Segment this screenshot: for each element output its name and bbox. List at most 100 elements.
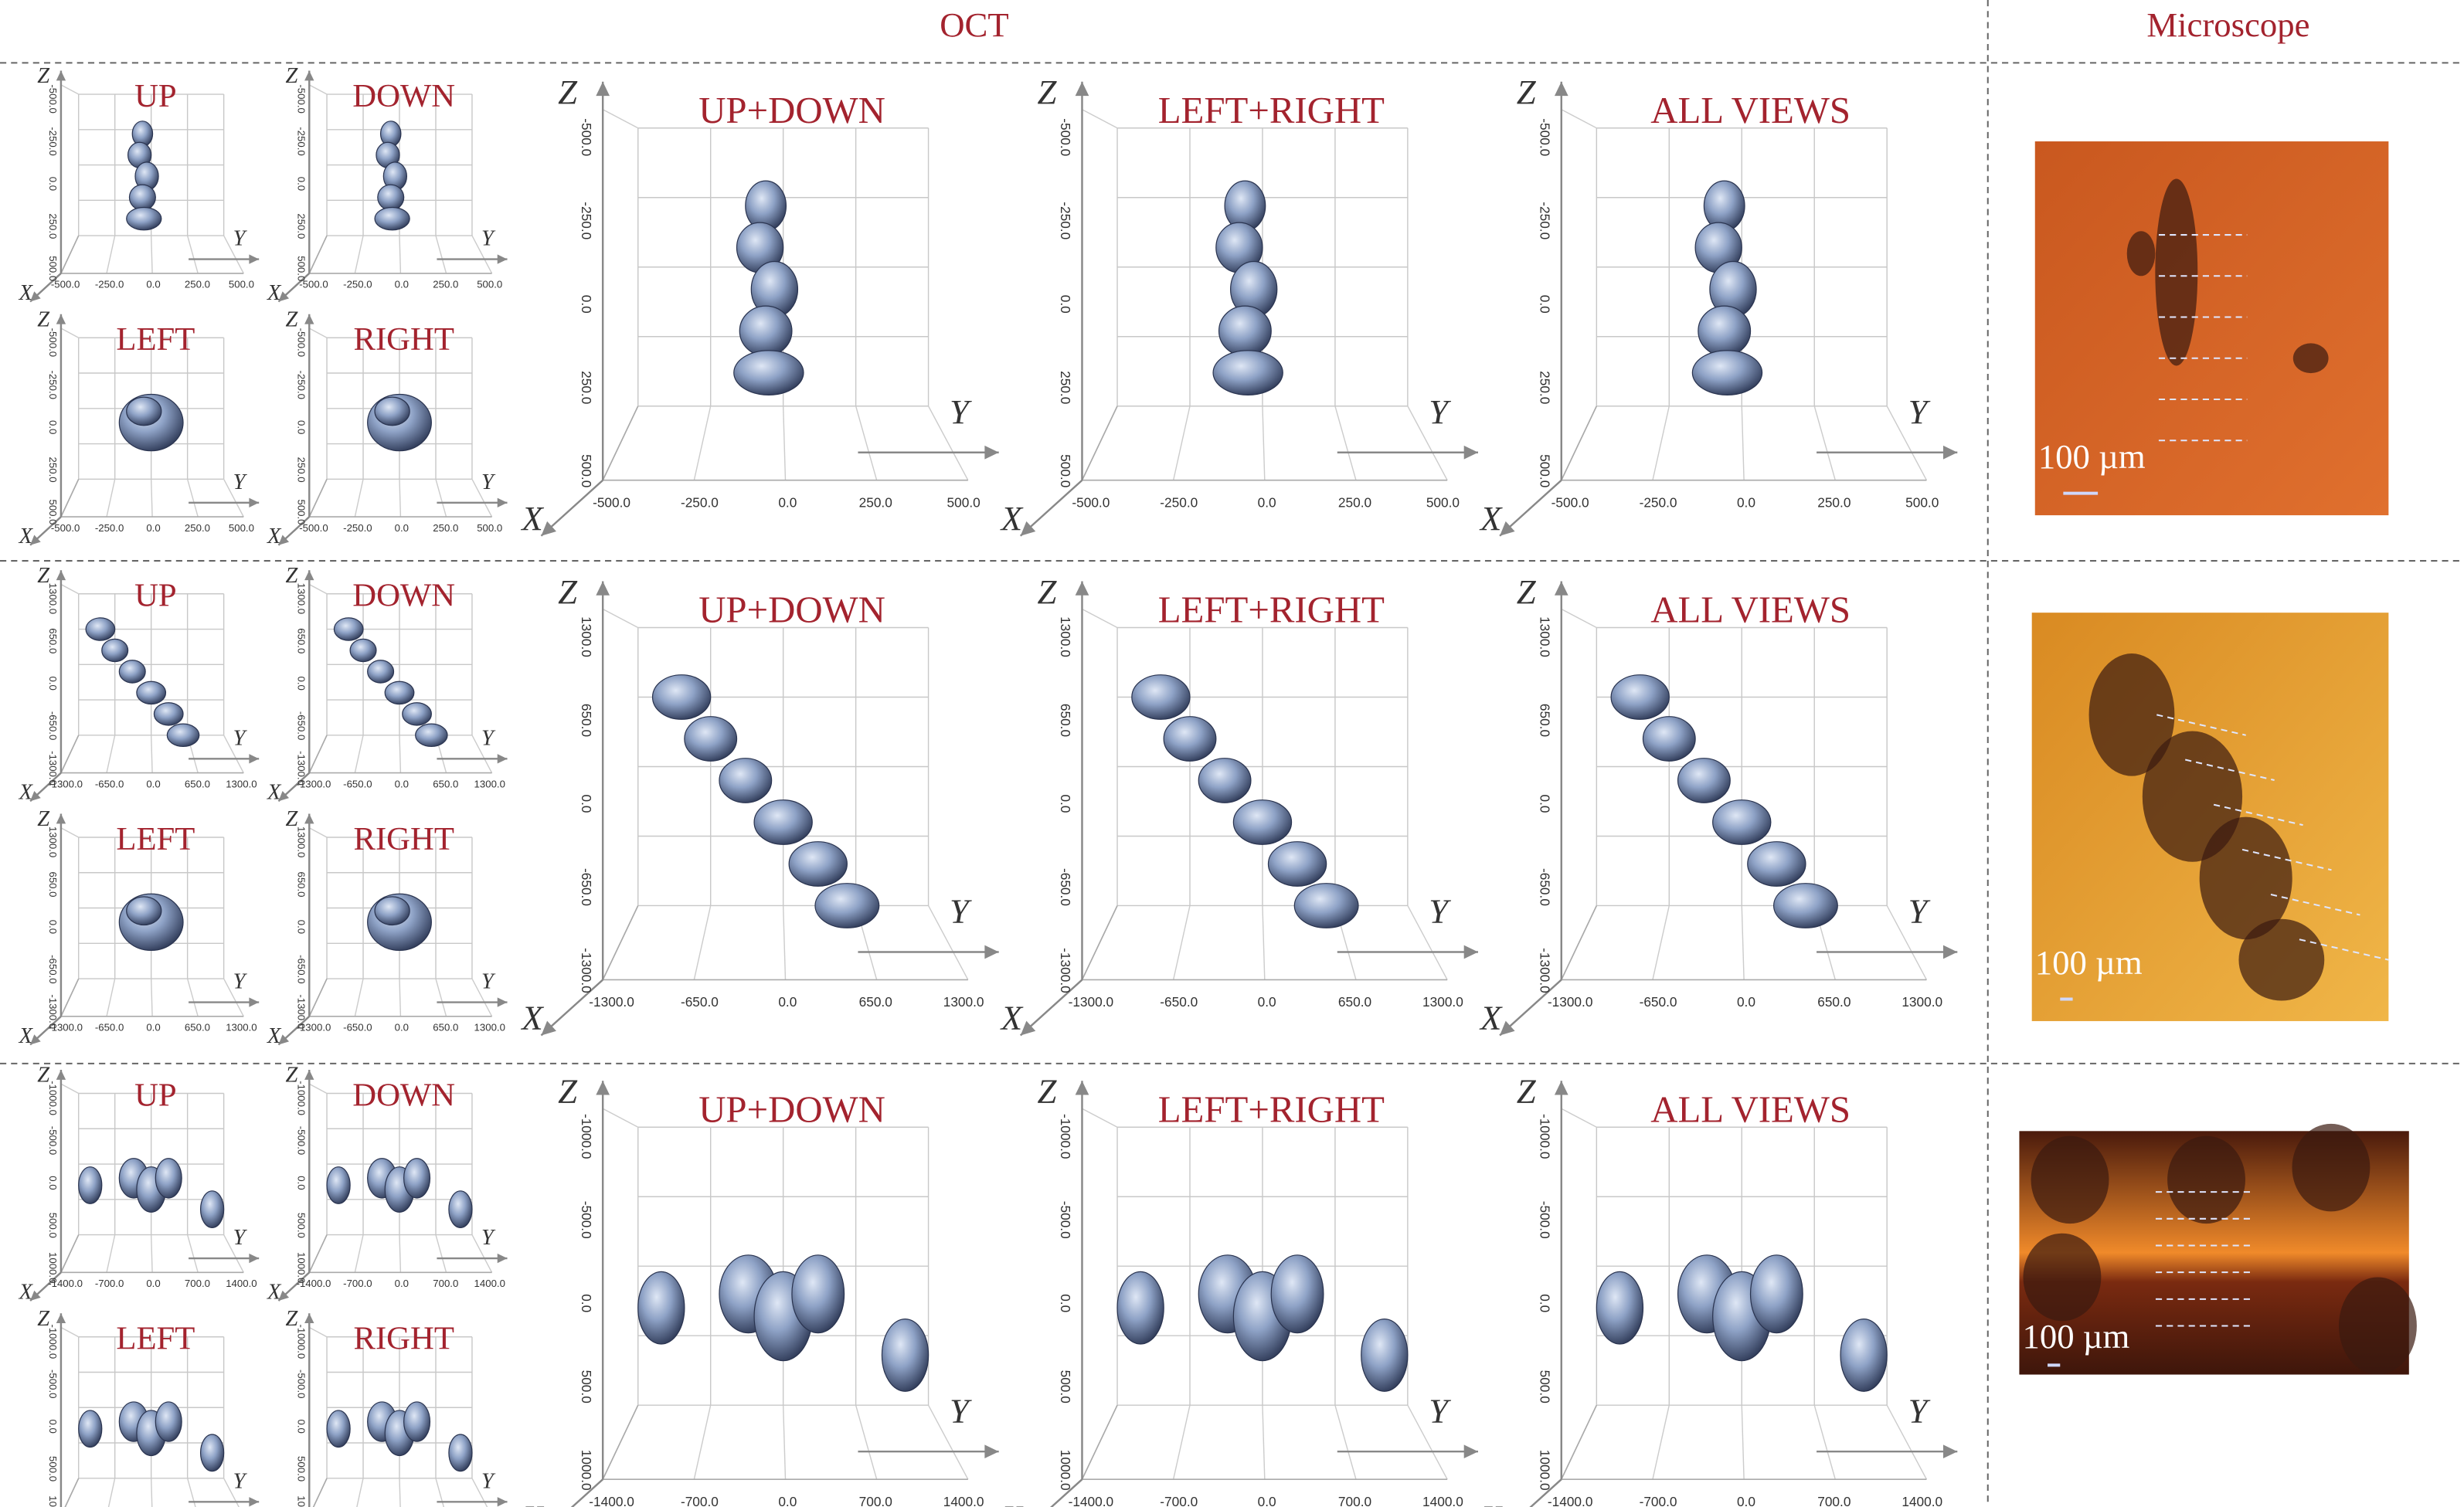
frame-line — [308, 735, 328, 773]
axis-label-x: X — [520, 999, 544, 1037]
tick-label-horizontal: 0.0 — [395, 1022, 409, 1034]
tick-label-horizontal: 650.0 — [185, 1022, 210, 1034]
tick-label-horizontal: 0.0 — [146, 279, 160, 290]
tick-label-horizontal: 0.0 — [1737, 1494, 1755, 1507]
tick-label-vertical: 500.0 — [47, 256, 59, 281]
arrow-head — [596, 1081, 610, 1095]
floor-line — [150, 479, 153, 518]
frame-line — [308, 583, 328, 595]
scale-label: 100 µm — [2035, 943, 2143, 982]
tick-label-horizontal: 0.0 — [146, 1022, 160, 1034]
sample-render — [326, 1166, 351, 1204]
tick-label-horizontal: 700.0 — [1338, 1494, 1371, 1507]
tick-label-vertical: 500.0 — [1537, 454, 1552, 487]
tick-label-horizontal: 500.0 — [229, 279, 254, 290]
arrow-head — [249, 754, 260, 764]
tick-label-horizontal: -500.0 — [1551, 494, 1589, 510]
sample-render — [374, 896, 410, 926]
floor-line — [693, 406, 712, 480]
floor-line — [1172, 1405, 1191, 1480]
frame-line — [308, 478, 328, 518]
floor-line — [927, 905, 969, 980]
panel-title: UP — [134, 78, 177, 114]
axis-arrow — [570, 1478, 603, 1507]
tick-label-horizontal: -250.0 — [1160, 494, 1198, 510]
arrow-head — [249, 997, 260, 1007]
axis-label-y: Y — [233, 726, 248, 750]
floor-line — [693, 905, 712, 980]
tick-label-vertical: -250.0 — [1058, 202, 1073, 239]
arrow-head — [278, 291, 290, 302]
floor-line — [399, 1234, 402, 1273]
tick-label-vertical: -1000.0 — [295, 1081, 307, 1115]
sample-render — [199, 1190, 225, 1229]
sample-render — [1293, 883, 1359, 928]
tick-label-vertical: 650.0 — [295, 628, 307, 653]
floor-line — [399, 735, 402, 773]
sample-render — [637, 1271, 685, 1345]
tick-label-vertical: -500.0 — [1058, 1201, 1073, 1239]
particle — [2023, 1233, 2102, 1322]
tick-label-vertical: 0.0 — [1058, 295, 1073, 314]
floor-line — [150, 979, 153, 1017]
tick-label-vertical: -650.0 — [1537, 868, 1552, 906]
tick-label-horizontal: 1400.0 — [1422, 1494, 1463, 1507]
floor-line — [106, 978, 116, 1017]
panel-title: RIGHT — [353, 1321, 454, 1357]
tick-label-horizontal: 250.0 — [433, 279, 458, 290]
tick-label-vertical: 0.0 — [47, 1176, 59, 1190]
floor-line — [855, 1405, 878, 1480]
particle — [2292, 343, 2329, 374]
sample-render — [733, 350, 804, 395]
tick-label-horizontal: 250.0 — [433, 522, 458, 534]
tick-label-horizontal: 1300.0 — [226, 1022, 257, 1034]
panel-title: UP+DOWN — [698, 90, 885, 131]
sample-render — [118, 660, 146, 684]
sample-render — [377, 184, 405, 211]
arrow-head — [304, 570, 314, 581]
arrow-head — [541, 521, 556, 536]
tick-label-horizontal: -650.0 — [1160, 994, 1198, 1010]
axis-label-y: Y — [950, 892, 972, 931]
tick-label-horizontal: -250.0 — [343, 279, 372, 290]
tick-label-vertical: 500.0 — [295, 499, 307, 524]
sample-render — [448, 1190, 473, 1229]
floor-line — [1172, 406, 1191, 480]
frame-line — [60, 235, 80, 274]
axis-label-x: X — [1479, 999, 1503, 1037]
tick-label-horizontal: -1400.0 — [297, 1278, 331, 1289]
tick-label-horizontal: 1300.0 — [1422, 994, 1463, 1010]
frame-line — [60, 735, 80, 773]
axis-label-x: X — [520, 499, 544, 538]
floor-line — [1262, 406, 1266, 480]
axis-arrow — [1529, 1478, 1562, 1507]
axis-label-x: X — [1000, 1498, 1024, 1507]
frame-line — [602, 406, 639, 481]
tick-label-vertical: -500.0 — [295, 84, 307, 113]
tick-label-vertical: -500.0 — [47, 328, 59, 357]
axis-label-y: Y — [481, 726, 496, 750]
tick-label-horizontal: 0.0 — [395, 1278, 409, 1289]
tick-label-vertical: 500.0 — [579, 454, 594, 487]
floor-line — [354, 978, 364, 1017]
tick-label-vertical: 1300.0 — [1058, 616, 1073, 657]
tick-label-vertical: -500.0 — [1537, 1201, 1552, 1239]
floor-line — [435, 235, 447, 274]
sample-render — [126, 396, 162, 426]
tick-label-horizontal: -650.0 — [343, 1022, 372, 1034]
axis-label-z: Z — [37, 1064, 50, 1088]
panel-title: LEFT — [116, 1321, 195, 1357]
arrow-head — [984, 1444, 999, 1459]
floor-line — [107, 1478, 116, 1507]
tick-label-horizontal: -700.0 — [681, 1494, 719, 1507]
arrow-head — [56, 570, 66, 581]
tick-label-horizontal: 1400.0 — [474, 1278, 505, 1289]
tick-label-vertical: -250.0 — [47, 371, 59, 399]
arrow-head — [1500, 1020, 1515, 1036]
tick-label-vertical: 0.0 — [295, 1419, 307, 1433]
tick-label-horizontal: -700.0 — [95, 1278, 124, 1289]
tick-label-horizontal: 250.0 — [185, 522, 210, 534]
panel-title: DOWN — [352, 78, 455, 114]
tick-label-horizontal: 1300.0 — [943, 994, 984, 1010]
